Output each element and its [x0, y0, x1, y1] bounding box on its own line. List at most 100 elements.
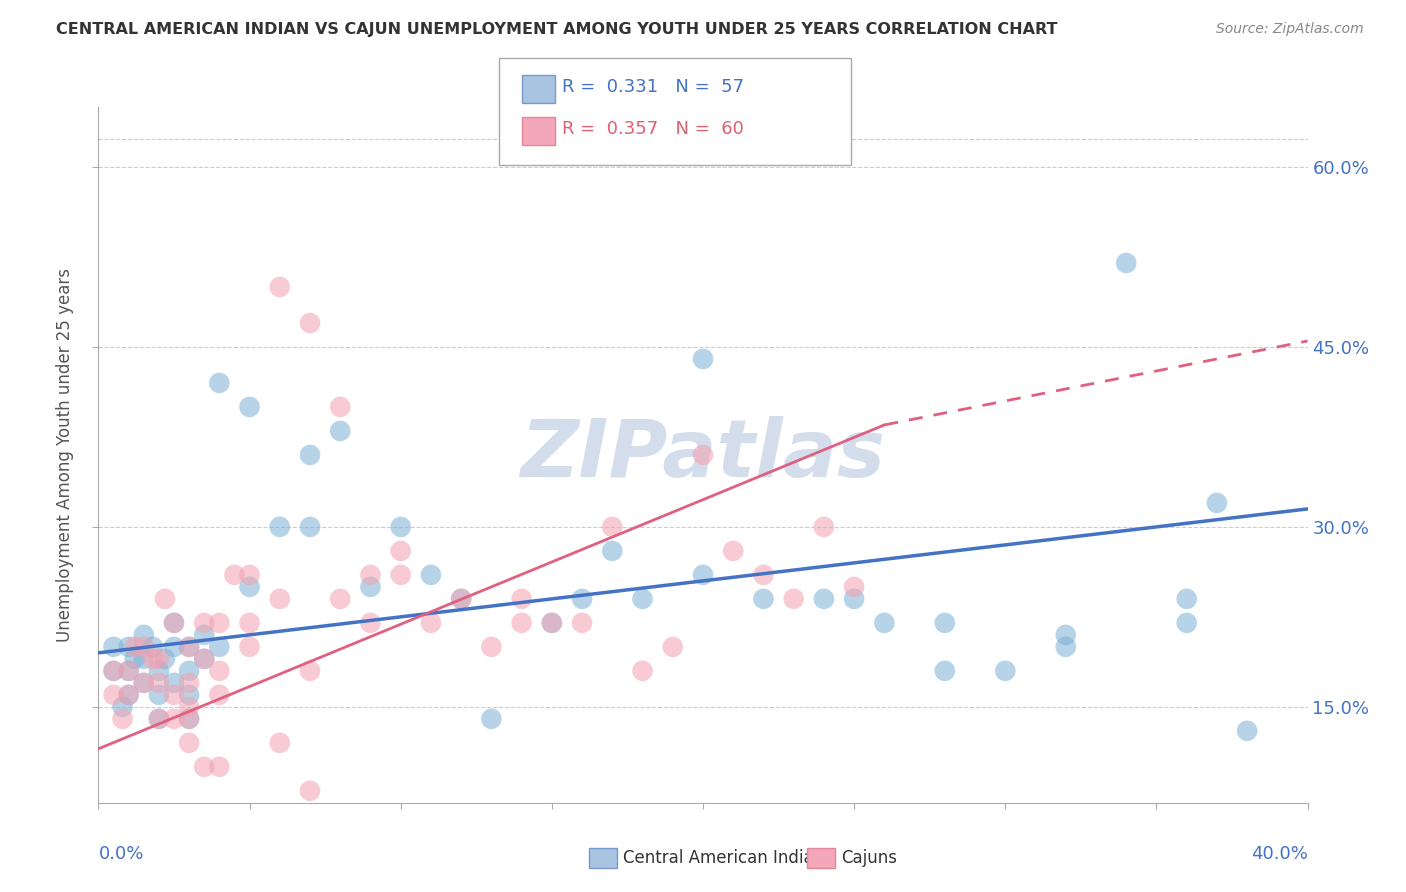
Point: [692, 448, 714, 462]
Point: [1054, 628, 1077, 642]
Point: [269, 280, 291, 294]
Point: [239, 615, 262, 630]
Y-axis label: Unemployment Among Youth under 25 years: Unemployment Among Youth under 25 years: [56, 268, 75, 642]
Point: [132, 676, 155, 690]
Point: [111, 712, 134, 726]
Point: [118, 688, 141, 702]
Point: [163, 615, 186, 630]
Point: [1175, 615, 1198, 630]
Point: [813, 520, 835, 534]
Point: [103, 664, 125, 678]
Point: [299, 784, 322, 798]
Point: [783, 591, 806, 606]
Point: [631, 664, 654, 678]
Point: [148, 688, 170, 702]
Point: [193, 652, 215, 666]
Text: 40.0%: 40.0%: [1251, 845, 1308, 863]
Point: [752, 567, 775, 582]
Point: [329, 400, 352, 414]
Point: [153, 591, 176, 606]
Point: [193, 652, 215, 666]
Point: [360, 580, 382, 594]
Point: [118, 688, 141, 702]
Point: [132, 676, 155, 690]
Point: [132, 640, 155, 654]
Text: CENTRAL AMERICAN INDIAN VS CAJUN UNEMPLOYMENT AMONG YOUTH UNDER 25 YEARS CORRELA: CENTRAL AMERICAN INDIAN VS CAJUN UNEMPLO…: [56, 22, 1057, 37]
Point: [132, 628, 155, 642]
Point: [602, 544, 624, 558]
Point: [1054, 640, 1077, 654]
Point: [389, 544, 412, 558]
Point: [661, 640, 683, 654]
Point: [179, 664, 201, 678]
Point: [193, 628, 215, 642]
Point: [481, 712, 503, 726]
Point: [481, 640, 503, 654]
Point: [389, 567, 412, 582]
Point: [239, 400, 262, 414]
Text: ZIPatlas: ZIPatlas: [520, 416, 886, 494]
Point: [118, 664, 141, 678]
Point: [420, 567, 443, 582]
Text: R =  0.331   N =  57: R = 0.331 N = 57: [562, 78, 745, 96]
Point: [179, 640, 201, 654]
Point: [329, 424, 352, 438]
Text: Source: ZipAtlas.com: Source: ZipAtlas.com: [1216, 22, 1364, 37]
Point: [450, 591, 472, 606]
Point: [179, 712, 201, 726]
Point: [148, 676, 170, 690]
Point: [752, 591, 775, 606]
Point: [153, 652, 176, 666]
Point: [844, 580, 866, 594]
Point: [163, 640, 186, 654]
Point: [510, 615, 533, 630]
Point: [142, 640, 165, 654]
Point: [193, 615, 215, 630]
Point: [994, 664, 1017, 678]
Point: [510, 591, 533, 606]
Point: [450, 591, 472, 606]
Point: [179, 640, 201, 654]
Point: [239, 567, 262, 582]
Text: 0.0%: 0.0%: [98, 845, 143, 863]
Point: [602, 520, 624, 534]
Point: [1236, 723, 1258, 738]
Point: [420, 615, 443, 630]
Point: [360, 615, 382, 630]
Point: [239, 640, 262, 654]
Point: [118, 664, 141, 678]
Point: [873, 615, 896, 630]
Point: [934, 615, 956, 630]
Point: [118, 640, 141, 654]
Point: [163, 615, 186, 630]
Point: [1206, 496, 1229, 510]
Point: [208, 688, 231, 702]
Point: [163, 676, 186, 690]
Text: Central American Indians: Central American Indians: [623, 849, 832, 867]
Point: [208, 376, 231, 390]
Point: [193, 760, 215, 774]
Point: [934, 664, 956, 678]
Point: [163, 712, 186, 726]
Point: [163, 688, 186, 702]
Point: [208, 760, 231, 774]
Point: [329, 591, 352, 606]
Point: [103, 640, 125, 654]
Point: [269, 591, 291, 606]
Point: [208, 664, 231, 678]
Point: [179, 676, 201, 690]
Point: [299, 316, 322, 330]
Point: [103, 688, 125, 702]
Point: [148, 652, 170, 666]
Point: [571, 591, 593, 606]
Point: [179, 736, 201, 750]
Text: Cajuns: Cajuns: [841, 849, 897, 867]
Point: [844, 591, 866, 606]
Point: [142, 652, 165, 666]
Point: [239, 580, 262, 594]
Point: [571, 615, 593, 630]
Point: [179, 712, 201, 726]
Point: [813, 591, 835, 606]
Point: [179, 688, 201, 702]
Point: [540, 615, 562, 630]
